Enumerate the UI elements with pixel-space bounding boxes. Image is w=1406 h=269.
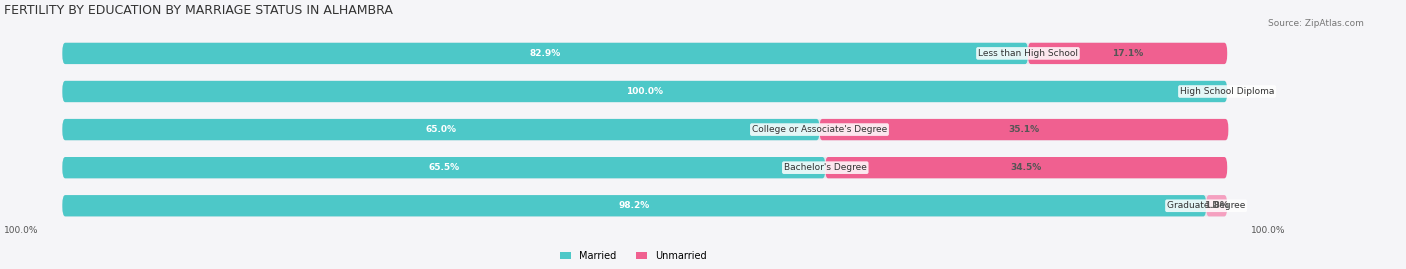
Text: Bachelor's Degree: Bachelor's Degree bbox=[785, 163, 866, 172]
Text: 100.0%: 100.0% bbox=[4, 226, 39, 235]
Text: 17.1%: 17.1% bbox=[1112, 49, 1143, 58]
FancyBboxPatch shape bbox=[62, 119, 1227, 140]
FancyBboxPatch shape bbox=[62, 157, 825, 178]
FancyBboxPatch shape bbox=[62, 43, 1028, 64]
Text: 34.5%: 34.5% bbox=[1011, 163, 1042, 172]
Text: 100.0%: 100.0% bbox=[1251, 226, 1285, 235]
Text: 82.9%: 82.9% bbox=[530, 49, 561, 58]
Text: 65.0%: 65.0% bbox=[426, 125, 457, 134]
Text: 65.5%: 65.5% bbox=[429, 163, 460, 172]
FancyBboxPatch shape bbox=[62, 157, 1227, 178]
FancyBboxPatch shape bbox=[1206, 195, 1227, 217]
Legend: Married, Unmarried: Married, Unmarried bbox=[555, 247, 710, 265]
FancyBboxPatch shape bbox=[820, 119, 1229, 140]
Text: Graduate Degree: Graduate Degree bbox=[1167, 201, 1246, 210]
FancyBboxPatch shape bbox=[62, 43, 1227, 64]
Text: 1.8%: 1.8% bbox=[1204, 201, 1229, 210]
FancyBboxPatch shape bbox=[62, 81, 1227, 102]
Text: 100.0%: 100.0% bbox=[626, 87, 664, 96]
FancyBboxPatch shape bbox=[825, 157, 1227, 178]
Text: Source: ZipAtlas.com: Source: ZipAtlas.com bbox=[1268, 19, 1364, 28]
Text: 35.1%: 35.1% bbox=[1008, 125, 1039, 134]
Text: 98.2%: 98.2% bbox=[619, 201, 650, 210]
Text: FERTILITY BY EDUCATION BY MARRIAGE STATUS IN ALHAMBRA: FERTILITY BY EDUCATION BY MARRIAGE STATU… bbox=[4, 4, 394, 17]
FancyBboxPatch shape bbox=[62, 81, 1227, 102]
Text: High School Diploma: High School Diploma bbox=[1180, 87, 1274, 96]
FancyBboxPatch shape bbox=[1028, 43, 1227, 64]
FancyBboxPatch shape bbox=[62, 195, 1227, 217]
Text: Less than High School: Less than High School bbox=[979, 49, 1078, 58]
FancyBboxPatch shape bbox=[62, 195, 1206, 217]
Text: College or Associate's Degree: College or Associate's Degree bbox=[752, 125, 887, 134]
FancyBboxPatch shape bbox=[62, 119, 820, 140]
